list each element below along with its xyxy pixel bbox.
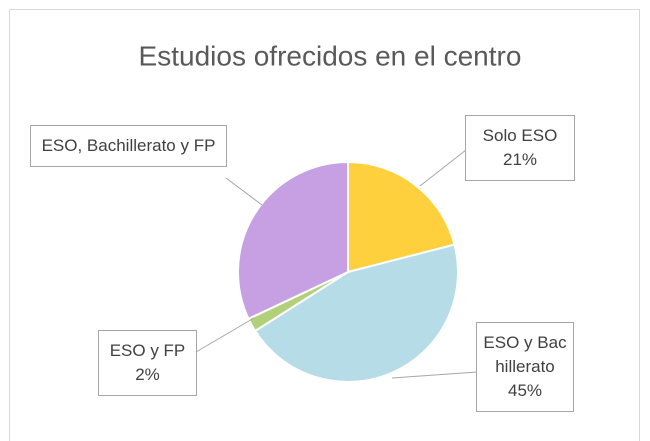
leader-line: [419, 149, 467, 187]
category-label: Solo ESO: [482, 126, 558, 145]
leader-line: [391, 371, 478, 379]
value-label: 2%: [135, 365, 160, 384]
data-callout: ESO y Bachillerato 45%: [476, 322, 574, 412]
category-label: ESO y FP: [109, 341, 186, 360]
leader-lines: [195, 149, 478, 379]
data-callout: Solo ESO 21%: [465, 115, 575, 181]
category-label: ESO y Bachillerato: [483, 333, 567, 376]
leader-line: [225, 177, 263, 206]
leader-line: [195, 317, 255, 353]
pie-slice: [253, 243, 459, 383]
pie-slice: [347, 160, 456, 274]
value-label: 45%: [507, 381, 543, 400]
data-callout: ESO y FP 2%: [98, 330, 197, 396]
chart-title: Estudios ofrecidos en el centro: [139, 40, 522, 71]
pie-slice: [237, 160, 349, 321]
value-label: 21%: [502, 150, 538, 169]
data-callout: ESO, Bachillerato y FP: [30, 125, 227, 167]
category-label: ESO, Bachillerato y FP: [41, 136, 216, 155]
